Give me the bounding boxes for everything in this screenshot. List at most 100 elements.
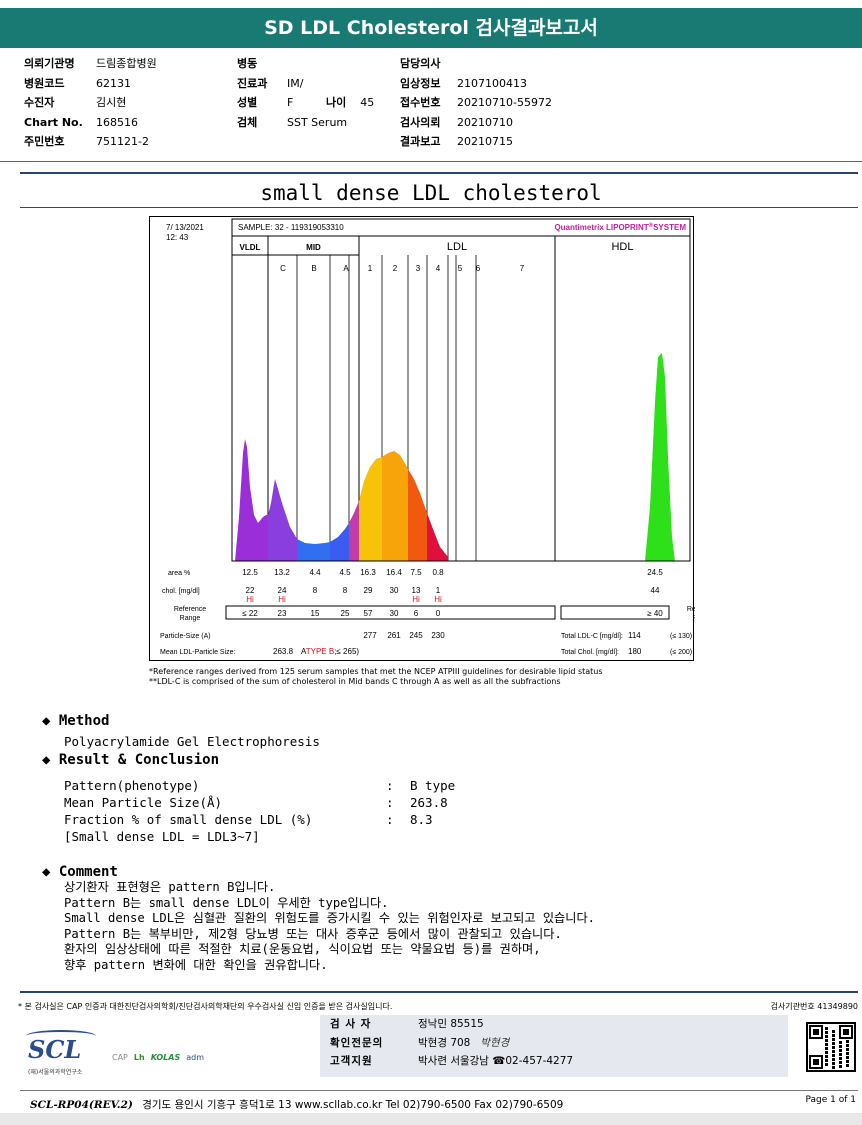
footnote-1: *Reference ranges derived from 125 serum… [149, 667, 603, 676]
qr-module [839, 1041, 842, 1044]
blue-rule-top [20, 172, 858, 174]
qr-module [846, 1052, 849, 1055]
info-value: 드림종합병원 [96, 57, 157, 70]
ref-label-right: Reference Range [687, 606, 695, 622]
particle-size-label: Particle-Size (A) [160, 633, 211, 640]
qr-module [839, 1053, 842, 1056]
band-label: 6 [476, 264, 481, 273]
lipoprint-chart-svg: SAMPLE: 32 - 119319053310 Quantimetrix LI… [160, 218, 695, 656]
qr-module [825, 1027, 828, 1030]
result-note: [Small dense LDL = LDL3~7] [64, 829, 260, 844]
band-label: 7 [520, 264, 525, 273]
comment-body: 상기환자 표현형은 pattern B입니다. Pattern B는 small… [64, 880, 595, 973]
qr-module [832, 1038, 835, 1041]
chol-value: 24 [278, 586, 287, 595]
result-row-fraction: Fraction % of small dense LDL (%) : 8.3 [64, 811, 433, 828]
signer-label: 검 사 자 [330, 1018, 372, 1030]
band-label: 3 [416, 264, 421, 273]
chart-date: 7/ 13/2021 [166, 223, 204, 232]
area-value: 4.5 [339, 568, 351, 577]
page-number: Page 1 of 1 [805, 1095, 857, 1105]
qr-module [832, 1066, 835, 1069]
report-title: small dense LDL cholesterol [260, 181, 602, 205]
chol-value: 30 [390, 586, 399, 595]
qr-module [832, 1062, 835, 1065]
result-label: Mean Particle Size(Å) [64, 795, 223, 810]
blue-rule-bottom [20, 991, 858, 993]
info-row: 검체 SST Serum [237, 113, 347, 133]
age-label: 나이 [326, 96, 347, 109]
qr-module [846, 1064, 849, 1067]
hi-flag: Hi [278, 595, 286, 604]
area-value: 16.3 [360, 568, 376, 577]
info-row: 의뢰기관명 드림종합병원 [24, 54, 157, 74]
qr-module [846, 1044, 849, 1047]
info-row: 결과보고 20210715 [400, 132, 552, 152]
info-value: SST Serum [287, 115, 348, 129]
footer-address-line: SCL-RP04(REV.2) 경기도 용인시 기흥구 흥덕1로 13 www.… [30, 1097, 563, 1112]
bottom-divider [20, 1090, 858, 1091]
result-rows: Pattern(phenotype) : B type Mean Particl… [64, 777, 455, 845]
qr-module [846, 1048, 849, 1051]
info-label: 주민번호 [24, 135, 65, 148]
system-name-part: ® [649, 222, 654, 229]
lh-logo-icon: Lh [133, 1053, 145, 1062]
signer-row: 확인전문의 박현경 708 박현경 [320, 1034, 788, 1053]
comment-line: Small dense LDL은 심혈관 질환의 위험도를 증가시킬 수 있는 … [64, 911, 596, 925]
signer-label: 확인전문의 [330, 1036, 384, 1049]
particle-size-value: 245 [409, 631, 423, 640]
total-chol-ref: (≤ 200) [670, 649, 692, 656]
qr-module [839, 1049, 842, 1052]
ref-value: 15 [311, 609, 320, 618]
info-label: 의뢰기관명 [24, 57, 75, 70]
system-name-part: Quantimetrix LIPOPRINT [554, 223, 648, 232]
patient-info-col2: 병동 진료과 IM/성별 F 검체 SST Serum [237, 54, 347, 132]
info-label: 임상정보 [400, 76, 441, 90]
ref-label-word: Range [693, 615, 695, 622]
qr-module [839, 1057, 842, 1060]
info-value: 20210715 [457, 135, 513, 148]
mean-ldl-type-part: A [301, 647, 307, 656]
ref-value: ≤ 22 [242, 609, 258, 618]
lab-code: 검사기관번호 41349890 [770, 1002, 858, 1011]
ldl4-band [427, 513, 448, 561]
info-label: 검체 [237, 115, 258, 129]
area-value: 12.5 [242, 568, 258, 577]
comment-line: Pattern B는 small dense LDL이 우세한 type입니다. [64, 895, 389, 910]
info-row: 검사의뢰 20210710 [400, 113, 552, 133]
chol-value: 1 [436, 586, 441, 595]
qr-module [846, 1040, 849, 1043]
info-value: 20210710-55972 [457, 96, 552, 109]
result-row-mean-size: Mean Particle Size(Å) : 263.8 [64, 794, 448, 811]
qr-module [832, 1042, 835, 1045]
comment-line: Pattern B는 복부비만, 제2형 당뇨병 또는 대사 증후군 등에서 많… [64, 926, 562, 941]
area-value: 24.5 [647, 568, 663, 577]
total-chol-label: Total Chol. [mg/dl]: [561, 649, 619, 656]
qr-module [825, 1043, 828, 1046]
mid-c-band [268, 479, 297, 561]
method-title: Method [58, 713, 110, 729]
form-code: SCL-RP04(REV.2) [30, 1099, 133, 1111]
particle-size-value: 277 [363, 631, 377, 640]
info-label: 병원코드 [24, 76, 65, 90]
mean-ldl-label: Mean LDL-Particle Size: [160, 649, 236, 656]
patient-info-col3: 담당의사 임상정보 2107100413 접수번호 20210710-55972 검사의뢰… [400, 54, 552, 152]
chart-footnotes: *Reference ranges derived from 125 serum… [149, 667, 603, 687]
signer-row: 고객지원 박사련 서울강남 ☎02-457-4277 [320, 1052, 788, 1071]
info-value: 168516 [96, 115, 138, 129]
result-value: 263.8 [410, 795, 448, 810]
qr-module [825, 1035, 828, 1038]
signer-value: 정낙민 85515 [418, 1018, 484, 1030]
sample-id: SAMPLE: 32 - 119319053310 [238, 223, 344, 232]
info-value: F [287, 96, 294, 109]
mean-ldl-type-part: ;≤ 265) [334, 647, 359, 656]
result-heading: ◆ Result & Conclusion [42, 752, 219, 768]
info-label: 병동 [237, 57, 258, 70]
ref-value: 6 [414, 609, 419, 618]
method-text: Polyacrylamide Gel Electrophoresis [64, 734, 320, 749]
band-label: A [343, 264, 349, 273]
qr-module [839, 1045, 842, 1048]
band-label: B [311, 264, 316, 273]
group-label: VLDL [240, 243, 261, 252]
qr-module [832, 1030, 835, 1033]
